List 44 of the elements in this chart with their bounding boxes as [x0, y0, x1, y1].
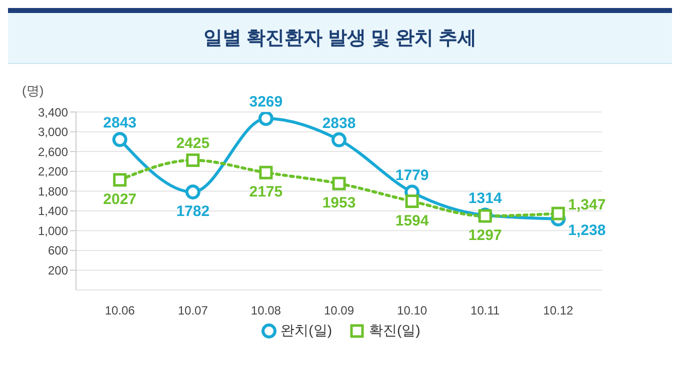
x-tick-label: 10.06 — [104, 304, 136, 318]
point — [551, 206, 565, 220]
y-tick-label: 1,800 — [38, 184, 68, 198]
y-tick-label: 2,600 — [38, 144, 68, 159]
data-label: 1953 — [322, 194, 356, 212]
data-label: 1779 — [395, 167, 429, 184]
data-label: 2838 — [322, 114, 356, 132]
data-label: 2027 — [103, 190, 137, 208]
point — [113, 173, 127, 187]
data-label: 3269 — [249, 93, 283, 110]
point — [332, 132, 346, 148]
y-tick-label: 3,000 — [38, 125, 68, 140]
point — [112, 132, 128, 148]
y-tick-label: 1,000 — [38, 224, 68, 238]
y-tick-label: 200 — [48, 263, 68, 278]
point — [186, 153, 200, 167]
data-label: 1594 — [395, 212, 430, 230]
data-label: 1314 — [468, 190, 502, 208]
data-label: 1,238 — [568, 222, 606, 239]
y-tick-label: 2,200 — [38, 164, 68, 179]
y-tick-label: 3,400 — [38, 105, 68, 120]
y-tick-label: 1,400 — [38, 204, 68, 218]
data-label: 1297 — [468, 226, 502, 244]
data-label: 2425 — [176, 135, 210, 152]
chart-title: 일별 확진환자 발생 및 완치 추세 — [8, 13, 672, 64]
y-axis-title: (명) — [22, 82, 44, 100]
point — [332, 176, 346, 190]
point — [185, 184, 200, 200]
x-tick-label: 10.09 — [324, 304, 354, 318]
legend-label: 완치(일) — [280, 322, 332, 340]
y-tick-label: 600 — [48, 244, 68, 258]
data-label: 1,347 — [568, 196, 606, 214]
x-tick-label: 10.08 — [250, 304, 282, 318]
point — [259, 166, 273, 180]
x-tick-label: 10.10 — [397, 304, 428, 318]
data-label: 2175 — [249, 184, 283, 201]
point — [258, 112, 274, 126]
x-tick-label: 10.07 — [178, 304, 208, 318]
x-tick-label: 10.12 — [543, 304, 574, 318]
point — [405, 194, 419, 208]
x-tick-label: 10.11 — [470, 304, 500, 318]
data-label: 2843 — [103, 114, 137, 132]
legend-label: 확진(일) — [369, 322, 420, 340]
data-label: 1782 — [176, 203, 210, 220]
